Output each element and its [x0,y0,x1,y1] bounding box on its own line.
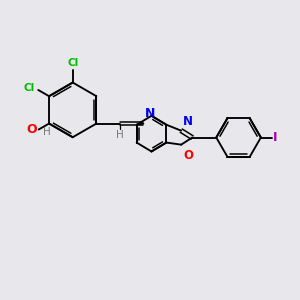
Text: Cl: Cl [67,58,78,68]
Text: H: H [116,130,124,140]
Text: Cl: Cl [23,83,35,94]
Text: I: I [273,131,278,144]
Text: H: H [43,127,50,137]
Text: N: N [183,115,193,128]
Text: O: O [184,149,194,162]
Text: O: O [27,123,37,136]
Text: N: N [145,107,155,120]
